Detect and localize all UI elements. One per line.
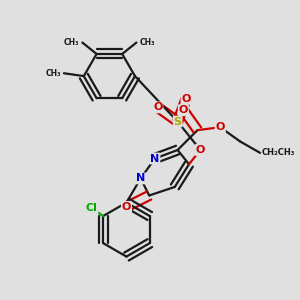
Text: CH₃: CH₃ xyxy=(46,69,61,78)
Text: O: O xyxy=(153,102,162,112)
Text: Cl: Cl xyxy=(86,202,98,213)
Text: CH₃: CH₃ xyxy=(64,38,80,47)
Text: O: O xyxy=(216,122,225,132)
Text: S: S xyxy=(174,117,182,127)
Text: CH₂CH₃: CH₂CH₃ xyxy=(262,148,295,157)
Text: O: O xyxy=(178,105,188,115)
Text: O: O xyxy=(196,145,205,155)
Text: N: N xyxy=(150,154,160,164)
Text: CH₃: CH₃ xyxy=(139,38,155,47)
Text: O: O xyxy=(182,94,191,104)
Text: N: N xyxy=(136,173,145,183)
Text: O: O xyxy=(122,202,131,212)
